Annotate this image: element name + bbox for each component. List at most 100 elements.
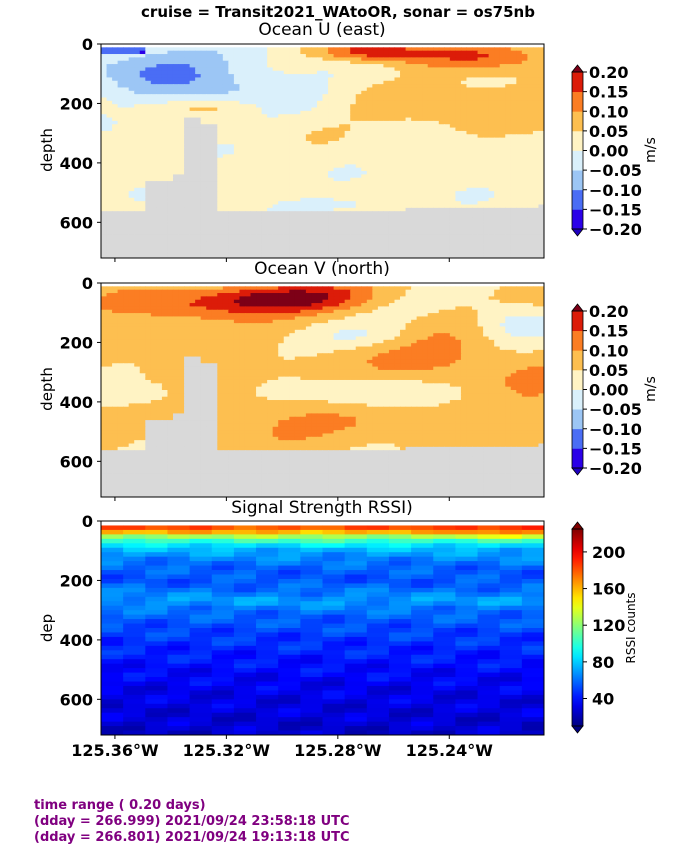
heatmap-cell	[172, 157, 180, 162]
heatmap-cell	[460, 217, 468, 222]
heatmap-cell	[372, 44, 379, 48]
heatmap-cell	[521, 241, 528, 246]
heatmap-cell	[433, 227, 440, 232]
heatmap-cell	[538, 144, 544, 149]
heatmap-cell	[272, 247, 279, 252]
heatmap-cell	[422, 74, 429, 79]
heatmap-cell	[239, 87, 246, 92]
heatmap-cell	[416, 117, 423, 122]
heatmap-cell	[134, 50, 141, 55]
heatmap-cell	[400, 171, 407, 175]
heatmap-cell	[422, 60, 429, 65]
heatmap-cell	[311, 181, 318, 186]
heatmap-cell	[455, 164, 462, 169]
heatmap-cell	[289, 97, 296, 102]
heatmap-cell	[328, 221, 335, 226]
heatmap-cell	[272, 177, 279, 182]
heatmap-cell	[488, 70, 495, 75]
heatmap-cell	[316, 227, 324, 232]
heatmap-cell	[333, 47, 340, 52]
heatmap-cell	[483, 84, 490, 89]
heatmap-cell	[377, 87, 385, 92]
heatmap-cell	[250, 241, 257, 246]
heatmap-cell	[339, 67, 346, 72]
heatmap-cell	[123, 251, 130, 256]
heatmap-cell	[172, 120, 180, 125]
heatmap-cell	[289, 120, 296, 125]
heatmap-cell	[233, 57, 241, 62]
heatmap-cell	[494, 67, 501, 72]
heatmap-cell	[112, 214, 119, 219]
heatmap-cell	[250, 67, 257, 72]
heatmap-cell	[510, 201, 517, 206]
heatmap-cell	[483, 217, 490, 222]
heatmap-cell	[394, 207, 401, 212]
heatmap-cell	[383, 201, 390, 206]
heatmap-cell	[167, 227, 174, 232]
heatmap-cell	[499, 177, 506, 182]
heatmap-cell	[123, 231, 130, 236]
heatmap-cell	[521, 124, 528, 129]
heatmap-cell	[267, 177, 274, 182]
heatmap-cell	[532, 194, 540, 199]
heatmap-cell	[112, 211, 119, 216]
heatmap-cell	[161, 124, 169, 129]
heatmap-cell	[516, 87, 523, 92]
heatmap-cell	[427, 241, 434, 246]
heatmap-cell	[112, 247, 119, 252]
heatmap-cell	[416, 97, 423, 102]
heatmap-cell	[400, 164, 407, 169]
heatmap-cell	[101, 157, 108, 162]
heatmap-cell	[261, 44, 268, 48]
heatmap-cell	[178, 124, 185, 129]
heatmap-cell	[316, 114, 324, 119]
heatmap-cell	[388, 50, 396, 55]
heatmap-cell	[510, 130, 517, 135]
heatmap-cell	[344, 204, 351, 209]
heatmap-cell	[472, 157, 479, 162]
heatmap-cell	[460, 177, 468, 182]
heatmap-cell	[538, 84, 544, 89]
heatmap-cell	[521, 44, 528, 48]
heatmap-cell	[339, 164, 346, 169]
heatmap-cell	[161, 177, 169, 182]
heatmap-cell	[438, 224, 445, 229]
heatmap-cell	[128, 54, 135, 58]
heatmap-cell	[438, 70, 445, 75]
heatmap-cell	[167, 100, 174, 105]
heatmap-cell	[322, 144, 329, 149]
heatmap-cell	[106, 164, 113, 169]
heatmap-cell	[139, 237, 146, 242]
heatmap-cell	[117, 77, 124, 82]
heatmap-cell	[300, 84, 307, 89]
heatmap-cell	[350, 137, 357, 142]
heatmap-cell	[123, 151, 130, 155]
heatmap-cell	[455, 47, 462, 52]
heatmap-cell	[278, 44, 285, 48]
heatmap-cell	[538, 204, 544, 209]
heatmap-cell	[377, 201, 385, 206]
heatmap-cell	[311, 224, 318, 229]
heatmap-cell	[377, 214, 385, 219]
heatmap-cell	[466, 231, 473, 236]
heatmap-cell	[322, 217, 329, 222]
heatmap-cell	[189, 167, 196, 172]
heatmap-cell	[328, 184, 335, 189]
heatmap-cell	[139, 64, 146, 68]
heatmap-cell	[455, 114, 462, 119]
heatmap-cell	[438, 80, 445, 85]
heatmap-cell	[339, 144, 346, 149]
heatmap-cell	[222, 161, 229, 165]
heatmap-cell	[172, 77, 180, 82]
heatmap-cell	[128, 154, 135, 159]
heatmap-cell	[244, 177, 252, 182]
heatmap-cell	[438, 94, 445, 99]
heatmap-cell	[112, 251, 119, 256]
heatmap-cell	[350, 64, 357, 68]
heatmap-cell	[527, 217, 534, 222]
heatmap-cell	[256, 44, 263, 48]
heatmap-cell	[184, 177, 191, 182]
heatmap-cell	[211, 184, 218, 189]
heatmap-cell	[300, 97, 307, 102]
heatmap-cell	[189, 114, 196, 119]
